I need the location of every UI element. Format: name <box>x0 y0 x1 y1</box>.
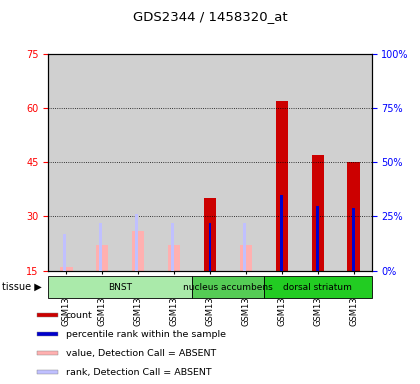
Bar <box>60 267 73 271</box>
Bar <box>37 351 58 355</box>
Text: count: count <box>66 311 92 319</box>
Bar <box>99 223 102 271</box>
Bar <box>120 54 156 271</box>
Bar <box>228 54 264 271</box>
FancyBboxPatch shape <box>48 276 192 298</box>
Bar <box>63 234 66 271</box>
Text: GDS2344 / 1458320_at: GDS2344 / 1458320_at <box>133 10 287 23</box>
Bar <box>48 54 84 271</box>
Bar <box>168 245 180 271</box>
Bar <box>347 162 360 271</box>
FancyBboxPatch shape <box>192 276 264 298</box>
Bar <box>316 206 319 271</box>
Bar <box>352 208 355 271</box>
Bar <box>300 54 336 271</box>
Text: dorsal striatum: dorsal striatum <box>284 283 352 291</box>
Bar <box>37 370 58 374</box>
Text: value, Detection Call = ABSENT: value, Detection Call = ABSENT <box>66 349 216 358</box>
Bar <box>336 54 372 271</box>
Text: rank, Detection Call = ABSENT: rank, Detection Call = ABSENT <box>66 368 211 377</box>
Bar <box>96 245 108 271</box>
Text: percentile rank within the sample: percentile rank within the sample <box>66 330 226 339</box>
Bar <box>209 223 211 271</box>
Bar <box>276 101 288 271</box>
FancyBboxPatch shape <box>264 276 372 298</box>
Text: BNST: BNST <box>108 283 132 291</box>
Bar <box>240 245 252 271</box>
Bar <box>135 214 138 271</box>
Bar <box>132 231 144 271</box>
Bar <box>171 223 174 271</box>
Bar <box>243 223 246 271</box>
Bar <box>84 54 120 271</box>
Bar <box>312 155 324 271</box>
Bar <box>264 54 300 271</box>
Text: tissue ▶: tissue ▶ <box>2 282 42 292</box>
Bar <box>192 54 228 271</box>
Text: nucleus accumbens: nucleus accumbens <box>183 283 273 291</box>
Bar <box>37 313 58 317</box>
Bar <box>204 199 216 271</box>
Bar <box>37 332 58 336</box>
Bar <box>156 54 192 271</box>
Bar <box>281 195 284 271</box>
